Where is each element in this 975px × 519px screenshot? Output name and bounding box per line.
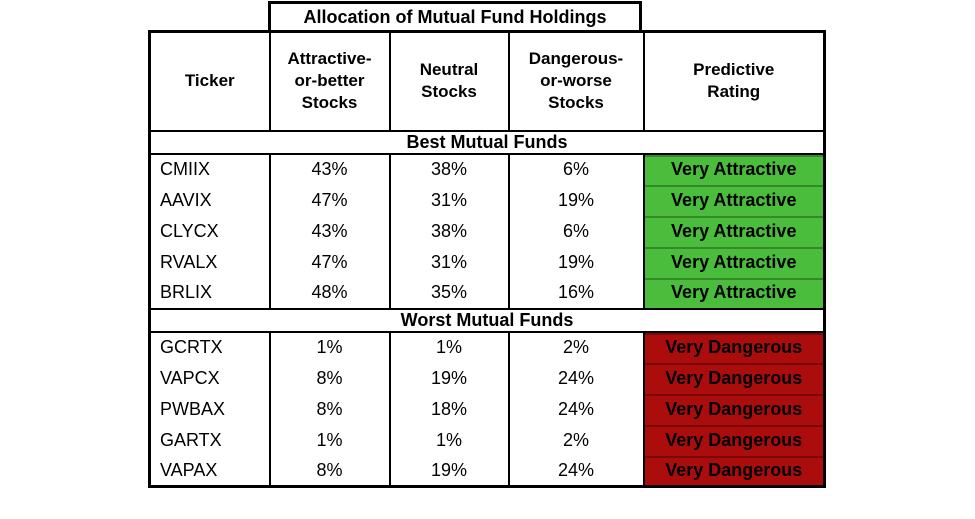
predictive-rating-cell: Very Attractive	[642, 184, 826, 216]
attractive-allocation-cell: 8%	[268, 393, 391, 425]
dangerous-allocation-cell: 16%	[507, 277, 645, 309]
ticker-cell: GCRTX	[148, 331, 271, 363]
dangerous-allocation-cell: 2%	[507, 424, 645, 456]
predictive-rating-cell: Very Attractive	[642, 277, 826, 309]
table-row: AAVIX 47% 31% 19% Very Attractive	[148, 184, 826, 216]
table-row: VAPCX 8% 19% 24% Very Dangerous	[148, 362, 826, 394]
dangerous-allocation-cell: 6%	[507, 153, 645, 185]
predictive-rating-cell: Very Dangerous	[642, 393, 826, 425]
predictive-rating-cell: Very Dangerous	[642, 331, 826, 363]
column-header-attractive: Attractive- or-better Stocks	[268, 31, 391, 132]
neutral-allocation-cell: 1%	[388, 424, 510, 456]
dangerous-allocation-cell: 24%	[507, 393, 645, 425]
ticker-cell: PWBAX	[148, 393, 271, 425]
section-header-worst: Worst Mutual Funds	[148, 307, 826, 333]
section-header-label: Worst Mutual Funds	[148, 307, 826, 333]
column-header-ticker: Ticker	[148, 31, 271, 132]
predictive-rating-cell: Very Attractive	[642, 153, 826, 185]
dangerous-allocation-cell: 24%	[507, 455, 645, 487]
neutral-allocation-cell: 38%	[388, 153, 510, 185]
section-header-best: Best Mutual Funds	[148, 129, 826, 155]
dangerous-allocation-cell: 6%	[507, 215, 645, 247]
ticker-cell: CMIIX	[148, 153, 271, 185]
neutral-allocation-cell: 18%	[388, 393, 510, 425]
neutral-allocation-cell: 19%	[388, 362, 510, 394]
table-row: RVALX 47% 31% 19% Very Attractive	[148, 246, 826, 278]
attractive-allocation-cell: 8%	[268, 362, 391, 394]
table-row: GARTX 1% 1% 2% Very Dangerous	[148, 424, 826, 456]
mutual-fund-table: Ticker Attractive- or-better Stocks Neut…	[148, 30, 826, 488]
column-header-dangerous: Dangerous- or-worse Stocks	[507, 31, 645, 132]
neutral-allocation-cell: 1%	[388, 331, 510, 363]
attractive-allocation-cell: 1%	[268, 424, 391, 456]
neutral-allocation-cell: 38%	[388, 215, 510, 247]
attractive-allocation-cell: 43%	[268, 215, 391, 247]
predictive-rating-cell: Very Dangerous	[642, 455, 826, 487]
predictive-rating-cell: Very Attractive	[642, 246, 826, 278]
column-header-predictive-rating: Predictive Rating	[642, 31, 826, 132]
neutral-allocation-cell: 19%	[388, 455, 510, 487]
ticker-cell: VAPCX	[148, 362, 271, 394]
attractive-allocation-cell: 48%	[268, 277, 391, 309]
attractive-allocation-cell: 8%	[268, 455, 391, 487]
neutral-allocation-cell: 35%	[388, 277, 510, 309]
section-header-label: Best Mutual Funds	[148, 129, 826, 155]
table-row: PWBAX 8% 18% 24% Very Dangerous	[148, 393, 826, 425]
attractive-allocation-cell: 47%	[268, 184, 391, 216]
header-row: Ticker Attractive- or-better Stocks Neut…	[148, 31, 826, 132]
neutral-allocation-cell: 31%	[388, 246, 510, 278]
table-row: VAPAX 8% 19% 24% Very Dangerous	[148, 455, 826, 487]
table-title: Allocation of Mutual Fund Holdings	[303, 6, 607, 27]
ticker-cell: AAVIX	[148, 184, 271, 216]
predictive-rating-cell: Very Dangerous	[642, 362, 826, 394]
predictive-rating-cell: Very Attractive	[642, 215, 826, 247]
column-header-neutral: Neutral Stocks	[388, 31, 510, 132]
table-title-banner: Allocation of Mutual Fund Holdings	[268, 1, 642, 33]
neutral-allocation-cell: 31%	[388, 184, 510, 216]
ticker-cell: VAPAX	[148, 455, 271, 487]
dangerous-allocation-cell: 24%	[507, 362, 645, 394]
predictive-rating-cell: Very Dangerous	[642, 424, 826, 456]
ticker-cell: BRLIX	[148, 277, 271, 309]
dangerous-allocation-cell: 2%	[507, 331, 645, 363]
attractive-allocation-cell: 47%	[268, 246, 391, 278]
table-row: BRLIX 48% 35% 16% Very Attractive	[148, 277, 826, 309]
ticker-cell: RVALX	[148, 246, 271, 278]
attractive-allocation-cell: 43%	[268, 153, 391, 185]
table-row: CMIIX 43% 38% 6% Very Attractive	[148, 153, 826, 185]
table-row: GCRTX 1% 1% 2% Very Dangerous	[148, 331, 826, 363]
ticker-cell: CLYCX	[148, 215, 271, 247]
dangerous-allocation-cell: 19%	[507, 184, 645, 216]
ticker-cell: GARTX	[148, 424, 271, 456]
attractive-allocation-cell: 1%	[268, 331, 391, 363]
table-row: CLYCX 43% 38% 6% Very Attractive	[148, 215, 826, 247]
dangerous-allocation-cell: 19%	[507, 246, 645, 278]
